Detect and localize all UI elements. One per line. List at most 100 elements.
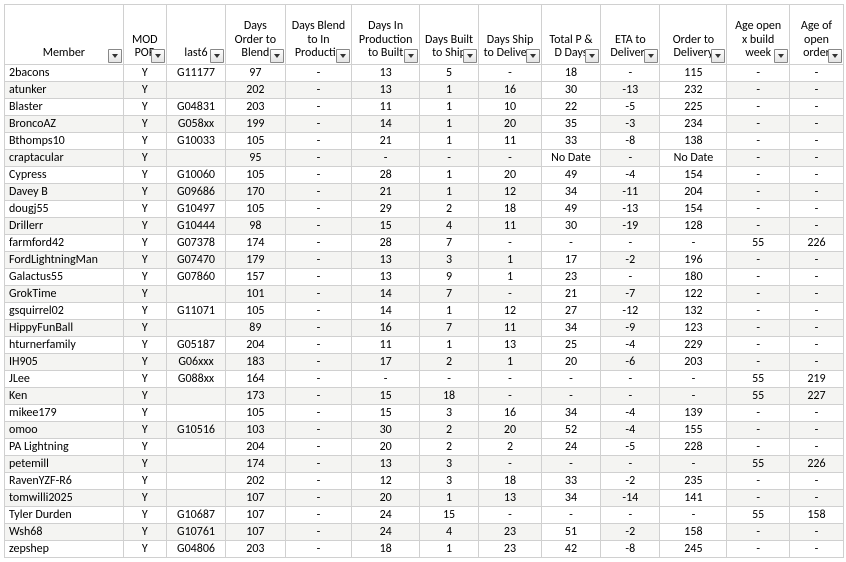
cell-eta: -4	[601, 422, 660, 439]
cell-pd: 35	[541, 116, 600, 133]
filter-icon[interactable]	[151, 49, 165, 63]
cell-aob: -	[727, 439, 790, 456]
cell-last6	[166, 473, 225, 490]
cell-aob: 55	[727, 235, 790, 252]
cell-btp: -	[285, 320, 352, 337]
cell-std: -	[479, 150, 542, 167]
table-row: KenY173-1518----55227	[5, 388, 844, 405]
filter-icon[interactable]	[644, 49, 658, 63]
cell-member: Wsh68	[5, 524, 124, 541]
filter-icon[interactable]	[774, 49, 788, 63]
cell-member: craptacular	[5, 150, 124, 167]
filter-icon[interactable]	[336, 49, 350, 63]
cell-eta: -8	[601, 541, 660, 558]
col-member: Member	[5, 5, 124, 65]
cell-aob: -	[727, 422, 790, 439]
filter-icon[interactable]	[404, 49, 418, 63]
cell-std: 20	[479, 422, 542, 439]
table-body: 2baconsYG1117797-135-18-115--atunkerY202…	[5, 65, 844, 558]
cell-member: gsquirrel02	[5, 303, 124, 320]
cell-bts: 2	[419, 422, 478, 439]
cell-std: 13	[479, 337, 542, 354]
cell-pd: 52	[541, 422, 600, 439]
cell-pd: 27	[541, 303, 600, 320]
cell-last6: G10761	[166, 524, 225, 541]
cell-otb: 164	[226, 371, 285, 388]
table-row: hturnerfamilyYG05187204-1111325-4229--	[5, 337, 844, 354]
cell-aob: 55	[727, 371, 790, 388]
cell-mod: Y	[123, 303, 166, 320]
cell-otb: 183	[226, 354, 285, 371]
cell-otb: 98	[226, 218, 285, 235]
table-row: craptacularY95----No Date-No Date--	[5, 150, 844, 167]
cell-std: 16	[479, 405, 542, 422]
table-row: PA LightningY204-202224-5228--	[5, 439, 844, 456]
filter-icon[interactable]	[828, 49, 842, 63]
cell-prod: 12	[352, 473, 419, 490]
cell-std: -	[479, 65, 542, 82]
table-row: CypressYG10060105-2812049-4154--	[5, 167, 844, 184]
cell-std: 20	[479, 116, 542, 133]
cell-eta: -6	[601, 354, 660, 371]
cell-otb: 170	[226, 184, 285, 201]
cell-mod: Y	[123, 320, 166, 337]
cell-aoo: -	[789, 320, 843, 337]
cell-otd: -	[660, 371, 727, 388]
cell-eta: -	[601, 371, 660, 388]
cell-mod: Y	[123, 286, 166, 303]
cell-btp: -	[285, 337, 352, 354]
cell-prod: 14	[352, 286, 419, 303]
cell-aoo: -	[789, 82, 843, 99]
cell-bts: 15	[419, 507, 478, 524]
cell-member: farmford42	[5, 235, 124, 252]
cell-bts: 1	[419, 99, 478, 116]
filter-icon[interactable]	[210, 49, 224, 63]
cell-mod: Y	[123, 218, 166, 235]
cell-otd: 232	[660, 82, 727, 99]
cell-pd: 17	[541, 252, 600, 269]
cell-bts: 2	[419, 201, 478, 218]
cell-btp: -	[285, 456, 352, 473]
cell-mod: Y	[123, 99, 166, 116]
cell-otd: 196	[660, 252, 727, 269]
filter-icon[interactable]	[585, 49, 599, 63]
filter-icon[interactable]	[463, 49, 477, 63]
cell-prod: 15	[352, 388, 419, 405]
cell-aob: -	[727, 184, 790, 201]
cell-otd: 141	[660, 490, 727, 507]
cell-last6: G058xx	[166, 116, 225, 133]
cell-mod: Y	[123, 269, 166, 286]
cell-aoo: -	[789, 286, 843, 303]
cell-btp: -	[285, 507, 352, 524]
cell-prod: 16	[352, 320, 419, 337]
cell-btp: -	[285, 303, 352, 320]
cell-std: 12	[479, 184, 542, 201]
cell-otb: 107	[226, 507, 285, 524]
cell-mod: Y	[123, 235, 166, 252]
cell-last6: G07378	[166, 235, 225, 252]
cell-bts: 7	[419, 235, 478, 252]
cell-aoo: 226	[789, 235, 843, 252]
cell-aoo: -	[789, 201, 843, 218]
cell-aoo: -	[789, 422, 843, 439]
cell-aoo: 226	[789, 456, 843, 473]
cell-prod: -	[352, 150, 419, 167]
cell-aob: -	[727, 405, 790, 422]
filter-icon[interactable]	[270, 49, 284, 63]
cell-eta: -	[601, 269, 660, 286]
cell-bts: 1	[419, 82, 478, 99]
cell-otd: 122	[660, 286, 727, 303]
cell-btp: -	[285, 99, 352, 116]
cell-std: -	[479, 286, 542, 303]
filter-icon[interactable]	[711, 49, 725, 63]
cell-eta: -2	[601, 252, 660, 269]
cell-std: -	[479, 388, 542, 405]
filter-icon[interactable]	[526, 49, 540, 63]
cell-otb: 157	[226, 269, 285, 286]
cell-pd: -	[541, 235, 600, 252]
cell-member: IH905	[5, 354, 124, 371]
filter-icon[interactable]	[108, 49, 122, 63]
table-row: Galactus55YG07860157-139123-180--	[5, 269, 844, 286]
cell-prod: 20	[352, 490, 419, 507]
cell-otd: 155	[660, 422, 727, 439]
